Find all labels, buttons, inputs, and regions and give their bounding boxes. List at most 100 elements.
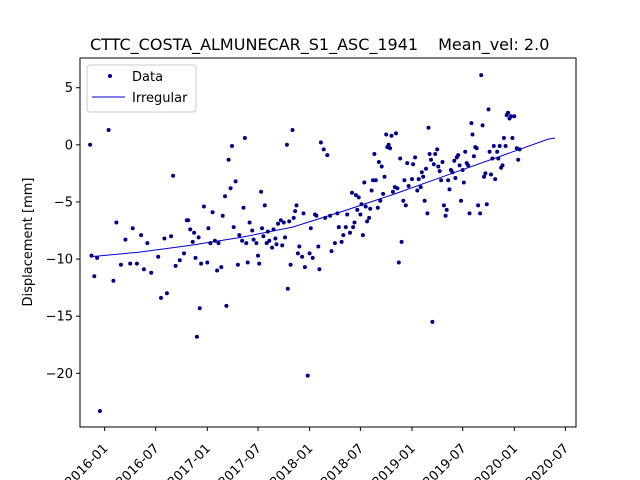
data-point: [293, 209, 298, 214]
data-point: [388, 146, 393, 151]
data-point: [164, 291, 169, 296]
data-point: [483, 171, 488, 176]
data-point: [267, 238, 272, 243]
y-axis-label: Displacement [mm]: [21, 178, 36, 307]
data-point: [194, 334, 199, 339]
data-point: [431, 162, 436, 167]
data-point: [382, 174, 387, 179]
data-point: [247, 220, 252, 225]
data-point: [426, 125, 431, 130]
data-point: [341, 233, 346, 238]
data-point: [177, 258, 182, 263]
data-point: [453, 176, 458, 180]
data-point: [469, 121, 474, 126]
data-point: [134, 261, 139, 266]
data-point: [360, 233, 365, 238]
data-point: [471, 154, 476, 159]
data-point: [145, 241, 150, 246]
data-point: [310, 255, 315, 260]
data-point: [470, 132, 475, 137]
data-point: [367, 215, 372, 220]
data-point: [355, 207, 360, 212]
data-point: [260, 226, 264, 231]
data-point: [199, 261, 204, 266]
data-point: [291, 215, 296, 220]
data-point: [130, 226, 135, 231]
data-point: [424, 166, 428, 171]
data-point: [487, 149, 492, 154]
data-point: [372, 152, 377, 156]
data-point: [257, 261, 262, 266]
plot-frame: [79, 57, 577, 428]
data-point: [398, 156, 403, 161]
data-point: [373, 178, 378, 183]
data-point: [97, 409, 102, 413]
data-point: [405, 161, 410, 166]
data-point: [476, 203, 481, 208]
data-point: [111, 278, 116, 283]
data-point: [375, 205, 380, 210]
data-point: [384, 132, 389, 137]
trend-line-1: [90, 137, 556, 258]
data-point: [171, 173, 176, 178]
data-point: [156, 254, 161, 259]
legend-irregular-label: Irregular: [132, 91, 188, 106]
data-point: [480, 123, 485, 128]
data-point: [403, 203, 408, 208]
chart-title-name: CTTC_COSTA_ALMUNECAR_S1_ASC_1941: [90, 35, 418, 55]
data-point: [497, 144, 502, 148]
series-layer: [88, 73, 556, 413]
data-point: [369, 188, 374, 193]
data-point: [316, 244, 321, 249]
data-point: [208, 241, 213, 246]
data-point: [118, 262, 123, 267]
data-point: [231, 225, 236, 230]
data-point: [368, 206, 373, 211]
data-point: [206, 226, 211, 231]
data-point: [259, 189, 264, 194]
data-point: [435, 147, 440, 152]
data-point: [182, 251, 186, 256]
data-point: [418, 185, 423, 190]
data-point: [244, 241, 249, 246]
data-point: [88, 142, 93, 147]
data-point: [484, 202, 489, 207]
data-point: [478, 211, 483, 216]
data-point: [302, 265, 307, 270]
y-tick-label: −5: [54, 195, 73, 210]
data-point: [274, 242, 279, 247]
data-point: [440, 160, 445, 164]
data-point: [250, 228, 255, 233]
data-point: [450, 170, 455, 175]
data-point: [396, 260, 401, 265]
data-point: [512, 114, 517, 119]
data-point: [307, 251, 312, 256]
data-point: [271, 227, 276, 232]
data-point: [141, 267, 146, 272]
data-point: [219, 265, 224, 270]
data-point: [491, 144, 496, 148]
data-point: [294, 203, 299, 208]
y-tick-label: 5: [65, 81, 73, 96]
data-point: [193, 255, 198, 260]
data-point: [265, 229, 270, 234]
data-point: [489, 172, 493, 177]
data-point: [406, 184, 411, 188]
data-point: [501, 136, 506, 140]
data-point: [89, 253, 94, 258]
data-point: [325, 153, 330, 158]
data-point: [486, 107, 491, 112]
data-point: [339, 239, 344, 244]
data-point: [348, 230, 352, 235]
data-point: [212, 238, 217, 243]
plot-area: [79, 57, 577, 428]
data-point: [345, 212, 350, 217]
data-point: [318, 140, 323, 145]
data-point: [237, 233, 242, 238]
data-point: [224, 303, 229, 308]
data-point: [446, 178, 451, 183]
data-point: [295, 251, 300, 256]
data-point: [401, 198, 406, 203]
y-tick-label: −15: [46, 310, 73, 325]
data-point: [332, 241, 337, 246]
